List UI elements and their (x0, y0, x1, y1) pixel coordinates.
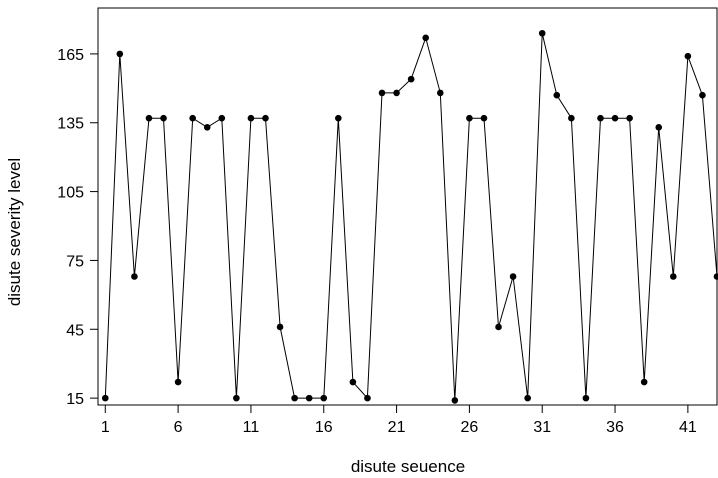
data-point (101, 394, 109, 402)
data-point (116, 50, 124, 58)
data-point (466, 114, 473, 122)
data-point (378, 89, 386, 97)
data-point (262, 114, 269, 122)
data-point (349, 378, 357, 386)
x-axis-title: disute seuence (351, 457, 465, 476)
y-tick-label: 15 (66, 391, 84, 408)
plot-border (97, 7, 718, 406)
data-point (655, 124, 663, 131)
y-tick-label: 75 (66, 253, 84, 270)
x-tick-label: 16 (315, 419, 333, 436)
data-point (597, 114, 604, 122)
x-tick-label: 6 (174, 419, 183, 436)
data-point (233, 394, 240, 402)
x-tick-label: 1 (101, 419, 110, 436)
data-point (480, 114, 488, 122)
data-point (582, 394, 590, 402)
data-point (670, 273, 677, 280)
data-point (538, 29, 546, 37)
data-point (131, 273, 138, 280)
data-point (495, 323, 502, 331)
data-point (684, 52, 692, 60)
data-point (524, 394, 531, 402)
x-tick-label: 11 (243, 419, 260, 436)
data-point (189, 114, 196, 122)
data-point (160, 114, 167, 122)
series-line (104, 33, 718, 401)
y-tick-label: 135 (57, 116, 84, 133)
x-tick-label: 31 (533, 419, 551, 436)
data-point (713, 273, 718, 280)
series-layer (101, 29, 718, 404)
data-point (364, 394, 371, 402)
data-point (451, 397, 459, 404)
data-point (276, 323, 284, 331)
data-point (203, 124, 211, 131)
data-point (247, 114, 255, 122)
x-tick-label: 21 (388, 419, 406, 436)
data-point (291, 394, 298, 402)
data-point (640, 378, 648, 386)
data-point (509, 273, 517, 280)
y-tick-label: 165 (57, 47, 84, 64)
data-point (174, 378, 182, 386)
data-point (553, 91, 561, 99)
data-point (320, 394, 328, 402)
x-tick-label: 41 (679, 419, 697, 436)
data-point (568, 114, 575, 122)
y-axis-ticks: 15 45 75 105 135 165 (57, 47, 98, 408)
y-tick-label: 105 (57, 185, 84, 202)
data-point (145, 114, 153, 122)
y-axis-title: disute severity level (5, 158, 24, 306)
x-tick-label: 36 (606, 419, 624, 436)
data-point (305, 394, 313, 402)
data-point (393, 89, 400, 97)
plot-frame (97, 7, 718, 406)
data-point (626, 114, 633, 122)
data-point (335, 114, 342, 122)
data-point (422, 34, 430, 42)
x-tick-label: 26 (461, 419, 479, 436)
data-point (218, 114, 226, 122)
data-point (407, 75, 415, 83)
data-point (611, 114, 619, 122)
data-point (699, 91, 706, 99)
y-tick-label: 45 (66, 322, 84, 339)
x-axis-ticks: 1 6 11 16 21 26 31 36 41 (101, 405, 697, 436)
data-point (436, 89, 444, 97)
